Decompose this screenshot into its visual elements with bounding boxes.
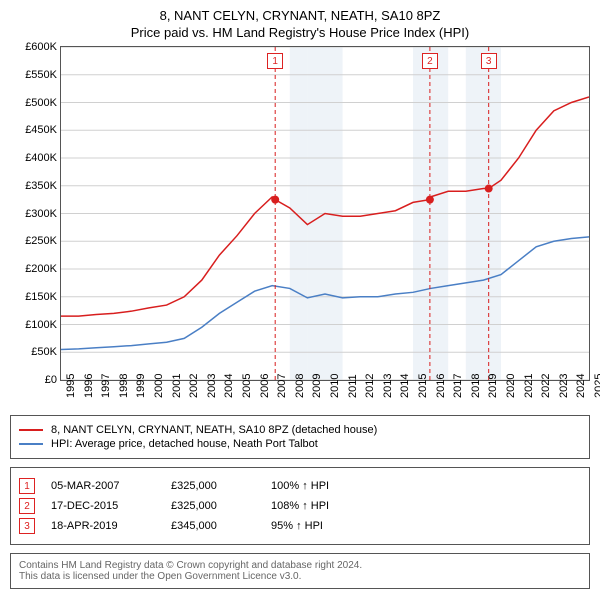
sales-row-num: 3 [19,518,35,534]
x-tick-label: 2000 [153,374,165,398]
x-tick-label: 2008 [294,374,306,398]
y-tick-label: £250K [13,235,57,247]
y-tick-label: £350K [13,180,57,192]
x-tick-label: 2018 [470,374,482,398]
x-tick-label: 2015 [417,374,429,398]
x-tick-label: 2020 [505,374,517,398]
sales-row: 1 05-MAR-2007£325,000100% ↑ HPI [19,478,581,494]
x-tick-label: 2010 [329,374,341,398]
x-tick-label: 2019 [487,374,499,398]
sales-row-date: 05-MAR-2007 [51,480,171,492]
x-tick-label: 2009 [311,374,323,398]
sales-row-date: 18-APR-2019 [51,520,171,532]
x-tick-label: 1998 [118,374,130,398]
x-tick-label: 1996 [83,374,95,398]
chart-container: 8, NANT CELYN, CRYNANT, NEATH, SA10 8PZ … [0,0,600,595]
legend: 8, NANT CELYN, CRYNANT, NEATH, SA10 8PZ … [10,415,590,459]
x-tick-label: 2013 [382,374,394,398]
price-chart: £0£50K£100K£150K£200K£250K£300K£350K£400… [60,46,590,381]
x-tick-label: 2023 [558,374,570,398]
y-tick-label: £0 [13,374,57,386]
sales-row-hpi: 100% ↑ HPI [271,480,329,492]
x-tick-label: 2011 [347,374,359,398]
sales-row-hpi: 95% ↑ HPI [271,520,323,532]
x-tick-label: 2014 [399,374,411,398]
x-tick-label: 2021 [523,374,535,398]
chart-title-address: 8, NANT CELYN, CRYNANT, NEATH, SA10 8PZ [10,8,590,23]
sales-row-price: £345,000 [171,520,271,532]
x-tick-label: 2012 [364,374,376,398]
y-tick-label: £500K [13,97,57,109]
sale-marker-1: 1 [267,53,283,69]
y-tick-label: £100K [13,319,57,331]
sales-row-hpi: 108% ↑ HPI [271,500,329,512]
x-tick-label: 2017 [452,374,464,398]
sales-table: 1 05-MAR-2007£325,000100% ↑ HPI 2 17-DEC-20… [10,467,590,545]
sales-row-num: 1 [19,478,35,494]
y-tick-label: £450K [13,124,57,136]
legend-label: HPI: Average price, detached house, Neat… [51,438,318,450]
sales-row-price: £325,000 [171,480,271,492]
sales-row-num: 2 [19,498,35,514]
footer-line-1: Contains HM Land Registry data © Crown c… [19,560,581,571]
attribution-footer: Contains HM Land Registry data © Crown c… [10,553,590,589]
x-tick-label: 2007 [276,374,288,398]
footer-line-2: This data is licensed under the Open Gov… [19,571,581,582]
y-tick-label: £300K [13,208,57,220]
legend-swatch [19,429,43,431]
y-tick-label: £50K [13,346,57,358]
sales-row: 3 18-APR-2019£345,00095% ↑ HPI [19,518,581,534]
legend-item: HPI: Average price, detached house, Neat… [19,438,581,450]
x-tick-label: 2005 [241,374,253,398]
x-tick-label: 2025 [593,374,600,398]
x-tick-label: 2002 [188,374,200,398]
x-tick-label: 2004 [223,374,235,398]
y-tick-label: £550K [13,69,57,81]
legend-label: 8, NANT CELYN, CRYNANT, NEATH, SA10 8PZ … [51,424,377,436]
y-tick-label: £400K [13,152,57,164]
x-tick-label: 1995 [65,374,77,398]
sales-row-date: 17-DEC-2015 [51,500,171,512]
x-tick-label: 2022 [540,374,552,398]
sales-row-price: £325,000 [171,500,271,512]
x-tick-label: 2016 [435,374,447,398]
legend-swatch [19,443,43,445]
x-tick-label: 1999 [135,374,147,398]
sale-marker-3: 3 [481,53,497,69]
x-tick-label: 2001 [171,374,183,398]
x-tick-label: 2003 [206,374,218,398]
y-tick-label: £150K [13,291,57,303]
x-tick-label: 1997 [100,374,112,398]
y-tick-label: £600K [13,41,57,53]
sales-row: 2 17-DEC-2015£325,000108% ↑ HPI [19,498,581,514]
y-tick-label: £200K [13,263,57,275]
legend-item: 8, NANT CELYN, CRYNANT, NEATH, SA10 8PZ … [19,424,581,436]
x-tick-label: 2024 [575,374,587,398]
x-tick-label: 2006 [259,374,271,398]
chart-subtitle: Price paid vs. HM Land Registry's House … [10,25,590,40]
sale-marker-2: 2 [422,53,438,69]
chart-svg [61,47,589,380]
